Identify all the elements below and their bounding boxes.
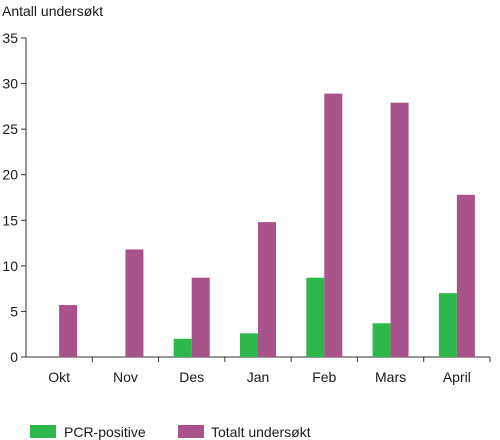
y-tick-label: 5 — [10, 303, 18, 319]
bar-totalt-undersokt-nov — [125, 249, 144, 357]
bar-totalt-undersokt-des — [191, 277, 210, 357]
x-tick-label: Nov — [113, 369, 138, 385]
bar-pcr-positive-jan — [240, 333, 258, 357]
legend-swatch — [178, 425, 204, 438]
bar-pcr-positive-des — [173, 338, 192, 357]
plot-area: 0 5 10 15 20 25 30 35 Okt Nov Des Jan Feb Mars April — [2, 30, 491, 385]
bar-pcr-positive-april — [438, 293, 457, 357]
y-tick-label: 25 — [2, 121, 18, 137]
bar-totalt-undersokt-april — [456, 194, 475, 357]
y-axis-label: Antall undersøkt — [2, 3, 103, 19]
x-tick-label: Okt — [48, 369, 70, 385]
bar-totalt-undersokt-okt — [59, 305, 78, 357]
y-tick-label: 0 — [10, 349, 18, 365]
x-tick-label: Des — [179, 369, 204, 385]
y-tick-label: 15 — [2, 212, 18, 228]
x-tick-label: Feb — [312, 369, 336, 385]
legend-label: Totalt undersøkt — [211, 424, 311, 440]
bar-totalt-undersokt-mars — [390, 102, 409, 357]
bar-totalt-undersokt-jan — [258, 222, 276, 357]
y-tick-label: 35 — [2, 30, 18, 46]
x-tick-label: April — [443, 369, 471, 385]
bar-pcr-positive-mars — [372, 323, 391, 357]
y-tick-label: 30 — [2, 76, 18, 92]
legend: PCR-positive Totalt undersøkt — [30, 424, 311, 440]
legend-label: PCR-positive — [64, 424, 146, 440]
bar-totalt-undersokt-feb — [324, 93, 343, 358]
y-tick-label: 10 — [2, 258, 18, 274]
legend-swatch — [30, 425, 56, 438]
y-tick-label: 20 — [2, 167, 18, 183]
bar-pcr-positive-feb — [306, 277, 325, 357]
x-tick-label: Jan — [247, 369, 270, 385]
x-tick-label: Mars — [375, 369, 406, 385]
